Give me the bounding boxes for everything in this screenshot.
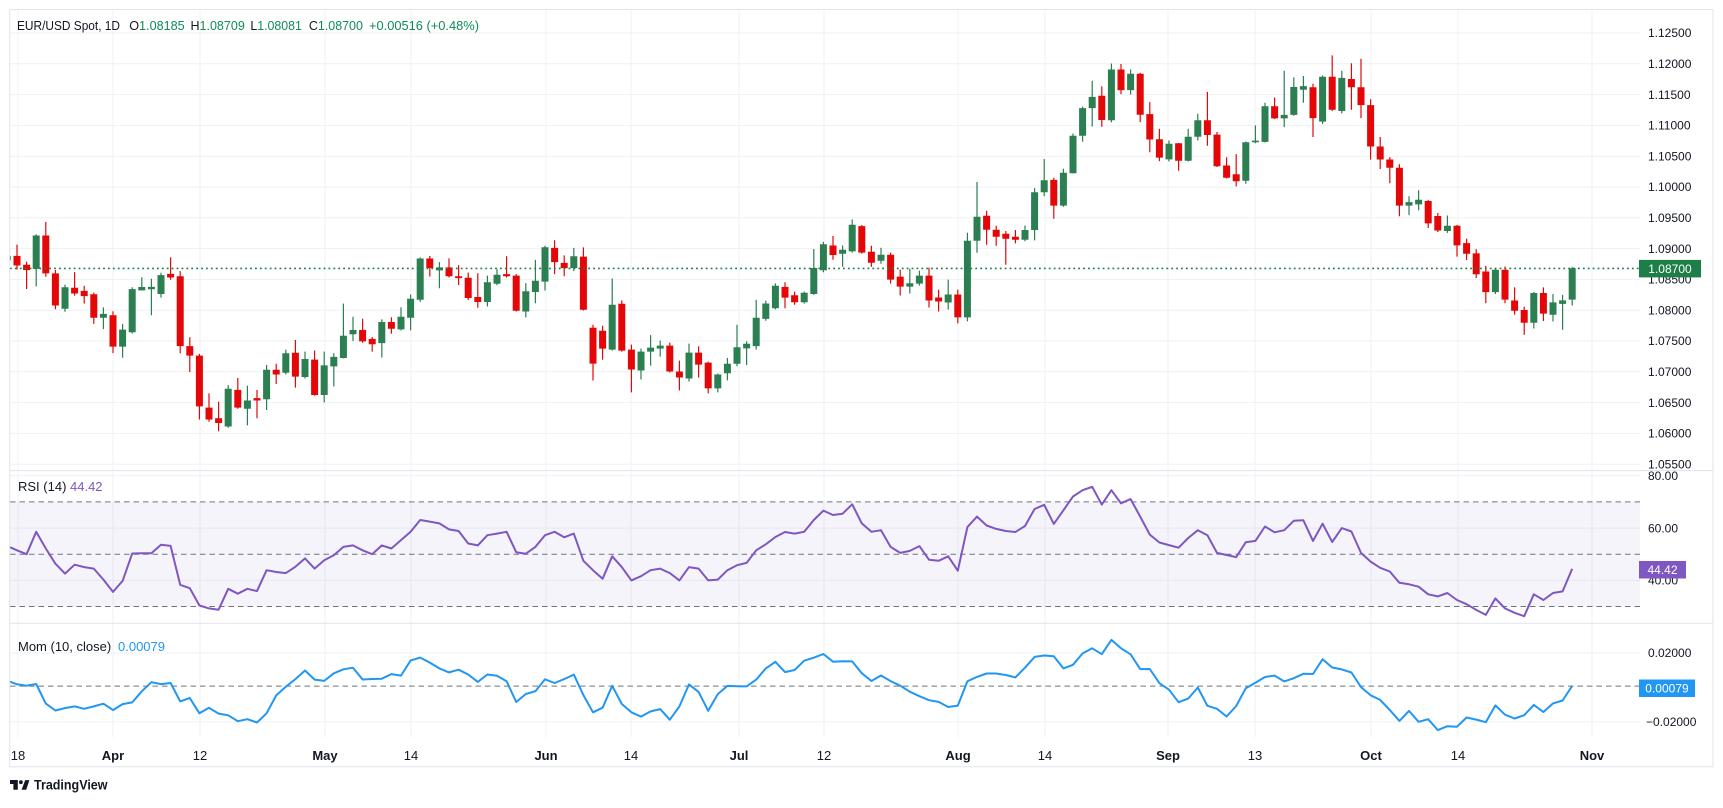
svg-text:Jul: Jul — [730, 748, 749, 763]
svg-text:May: May — [312, 748, 338, 763]
svg-text:1.12500: 1.12500 — [1648, 26, 1692, 40]
svg-text:1.12000: 1.12000 — [1648, 57, 1692, 71]
svg-text:1.06500: 1.06500 — [1648, 396, 1692, 410]
svg-text:1.09500: 1.09500 — [1648, 211, 1692, 225]
svg-text:Aug: Aug — [945, 748, 970, 763]
svg-text:14: 14 — [624, 748, 638, 763]
svg-text:L1.08081: L1.08081 — [250, 18, 302, 33]
svg-text:14: 14 — [1451, 748, 1465, 763]
svg-text:0.00079: 0.00079 — [1645, 681, 1689, 695]
svg-text:TradingView: TradingView — [34, 777, 108, 793]
svg-text:1.06000: 1.06000 — [1648, 427, 1692, 441]
svg-text:80.00: 80.00 — [1648, 469, 1678, 483]
svg-text:O1.08185: O1.08185 — [129, 18, 185, 33]
svg-text:+0.00516 (+0.48%): +0.00516 (+0.48%) — [369, 18, 479, 33]
svg-text:Mom (10, close): Mom (10, close) — [18, 639, 111, 654]
svg-text:EUR/USD Spot, 1D: EUR/USD Spot, 1D — [17, 18, 120, 33]
svg-text:−0.02000: −0.02000 — [1646, 715, 1697, 729]
svg-text:C1.08700: C1.08700 — [309, 18, 363, 33]
svg-text:1.07000: 1.07000 — [1648, 365, 1692, 379]
svg-text:1.08700: 1.08700 — [1648, 262, 1692, 276]
svg-text:Sep: Sep — [1156, 748, 1180, 763]
svg-text:12: 12 — [817, 748, 831, 763]
svg-text:1.10500: 1.10500 — [1648, 149, 1692, 163]
svg-text:0.02000: 0.02000 — [1648, 646, 1692, 660]
svg-text:44.42: 44.42 — [1647, 563, 1677, 577]
svg-text:12: 12 — [193, 748, 207, 763]
svg-text:1.07500: 1.07500 — [1648, 334, 1692, 348]
svg-text:14: 14 — [404, 748, 418, 763]
svg-text:Apr: Apr — [102, 748, 124, 763]
svg-text:1.11000: 1.11000 — [1648, 119, 1691, 133]
svg-text:Jun: Jun — [534, 748, 557, 763]
svg-text:44.42: 44.42 — [70, 479, 103, 494]
svg-text:18: 18 — [11, 748, 25, 763]
svg-text:Oct: Oct — [1360, 748, 1382, 763]
svg-text:13: 13 — [1248, 748, 1262, 763]
svg-text:1.08000: 1.08000 — [1648, 303, 1692, 317]
svg-text:RSI (14): RSI (14) — [18, 479, 66, 494]
svg-text:Nov: Nov — [1580, 748, 1605, 763]
svg-text:1.11500: 1.11500 — [1648, 88, 1691, 102]
svg-text:60.00: 60.00 — [1648, 521, 1678, 535]
svg-text:1.05500: 1.05500 — [1648, 457, 1692, 471]
svg-text:0.00079: 0.00079 — [118, 639, 165, 654]
svg-text:1.10000: 1.10000 — [1648, 180, 1692, 194]
svg-text:1.09000: 1.09000 — [1648, 242, 1692, 256]
svg-text:H1.08709: H1.08709 — [191, 18, 245, 33]
svg-text:14: 14 — [1038, 748, 1052, 763]
